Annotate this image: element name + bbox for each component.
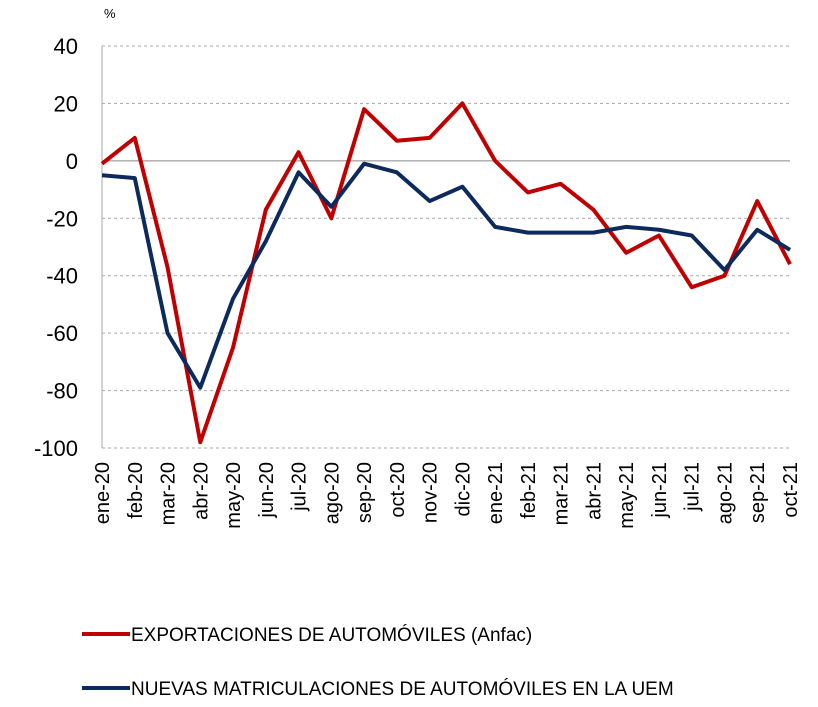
x-tick-label: ene-20	[92, 462, 114, 524]
y-unit: %	[104, 6, 116, 21]
x-tick-label: may-21	[616, 462, 638, 529]
legend-label: NUEVAS MATRICULACIONES DE AUTOMÓVILES EN…	[131, 678, 674, 700]
legend-label: EXPORTACIONES DE AUTOMÓVILES (Anfac)	[131, 624, 532, 646]
x-tick-label: jul-20	[289, 462, 311, 512]
x-tick-label: mar-20	[158, 462, 180, 525]
x-tick-label: dic-20	[452, 462, 474, 516]
y-tick-label: -80	[46, 379, 78, 404]
x-tick-label: abr-20	[190, 462, 212, 520]
x-tick-label: jun-21	[649, 462, 671, 519]
line-series	[100, 101, 792, 445]
x-tick-label: ago-20	[321, 462, 343, 524]
y-tick-label: 20	[54, 91, 78, 116]
x-tick-label: oct-20	[387, 462, 409, 518]
x-tick-label: abr-21	[583, 462, 605, 520]
x-tick-label: ago-21	[714, 462, 736, 524]
x-tick-label: may-20	[223, 462, 245, 529]
x-tick-label: nov-20	[420, 462, 442, 523]
x-tick-label: jul-21	[682, 462, 704, 512]
x-tick-label: jun-20	[256, 462, 278, 519]
y-tick-label: -100	[34, 436, 78, 461]
x-tick-label: sep-20	[354, 462, 376, 523]
x-tick-label: oct-21	[780, 462, 802, 518]
y-tick-label: 0	[66, 149, 78, 174]
x-tick-label: feb-21	[518, 462, 540, 519]
line-series	[101, 161, 792, 390]
y-tick-label: 40	[54, 34, 78, 59]
y-tick-label: -40	[46, 264, 78, 289]
y-tick-label: -20	[46, 206, 78, 231]
x-tick-label: ene-21	[485, 462, 507, 524]
x-tick-label: mar-21	[551, 462, 573, 525]
x-tick-label: feb-20	[125, 462, 147, 519]
y-tick-label: -60	[46, 321, 78, 346]
x-tick-label: sep-21	[747, 462, 769, 523]
